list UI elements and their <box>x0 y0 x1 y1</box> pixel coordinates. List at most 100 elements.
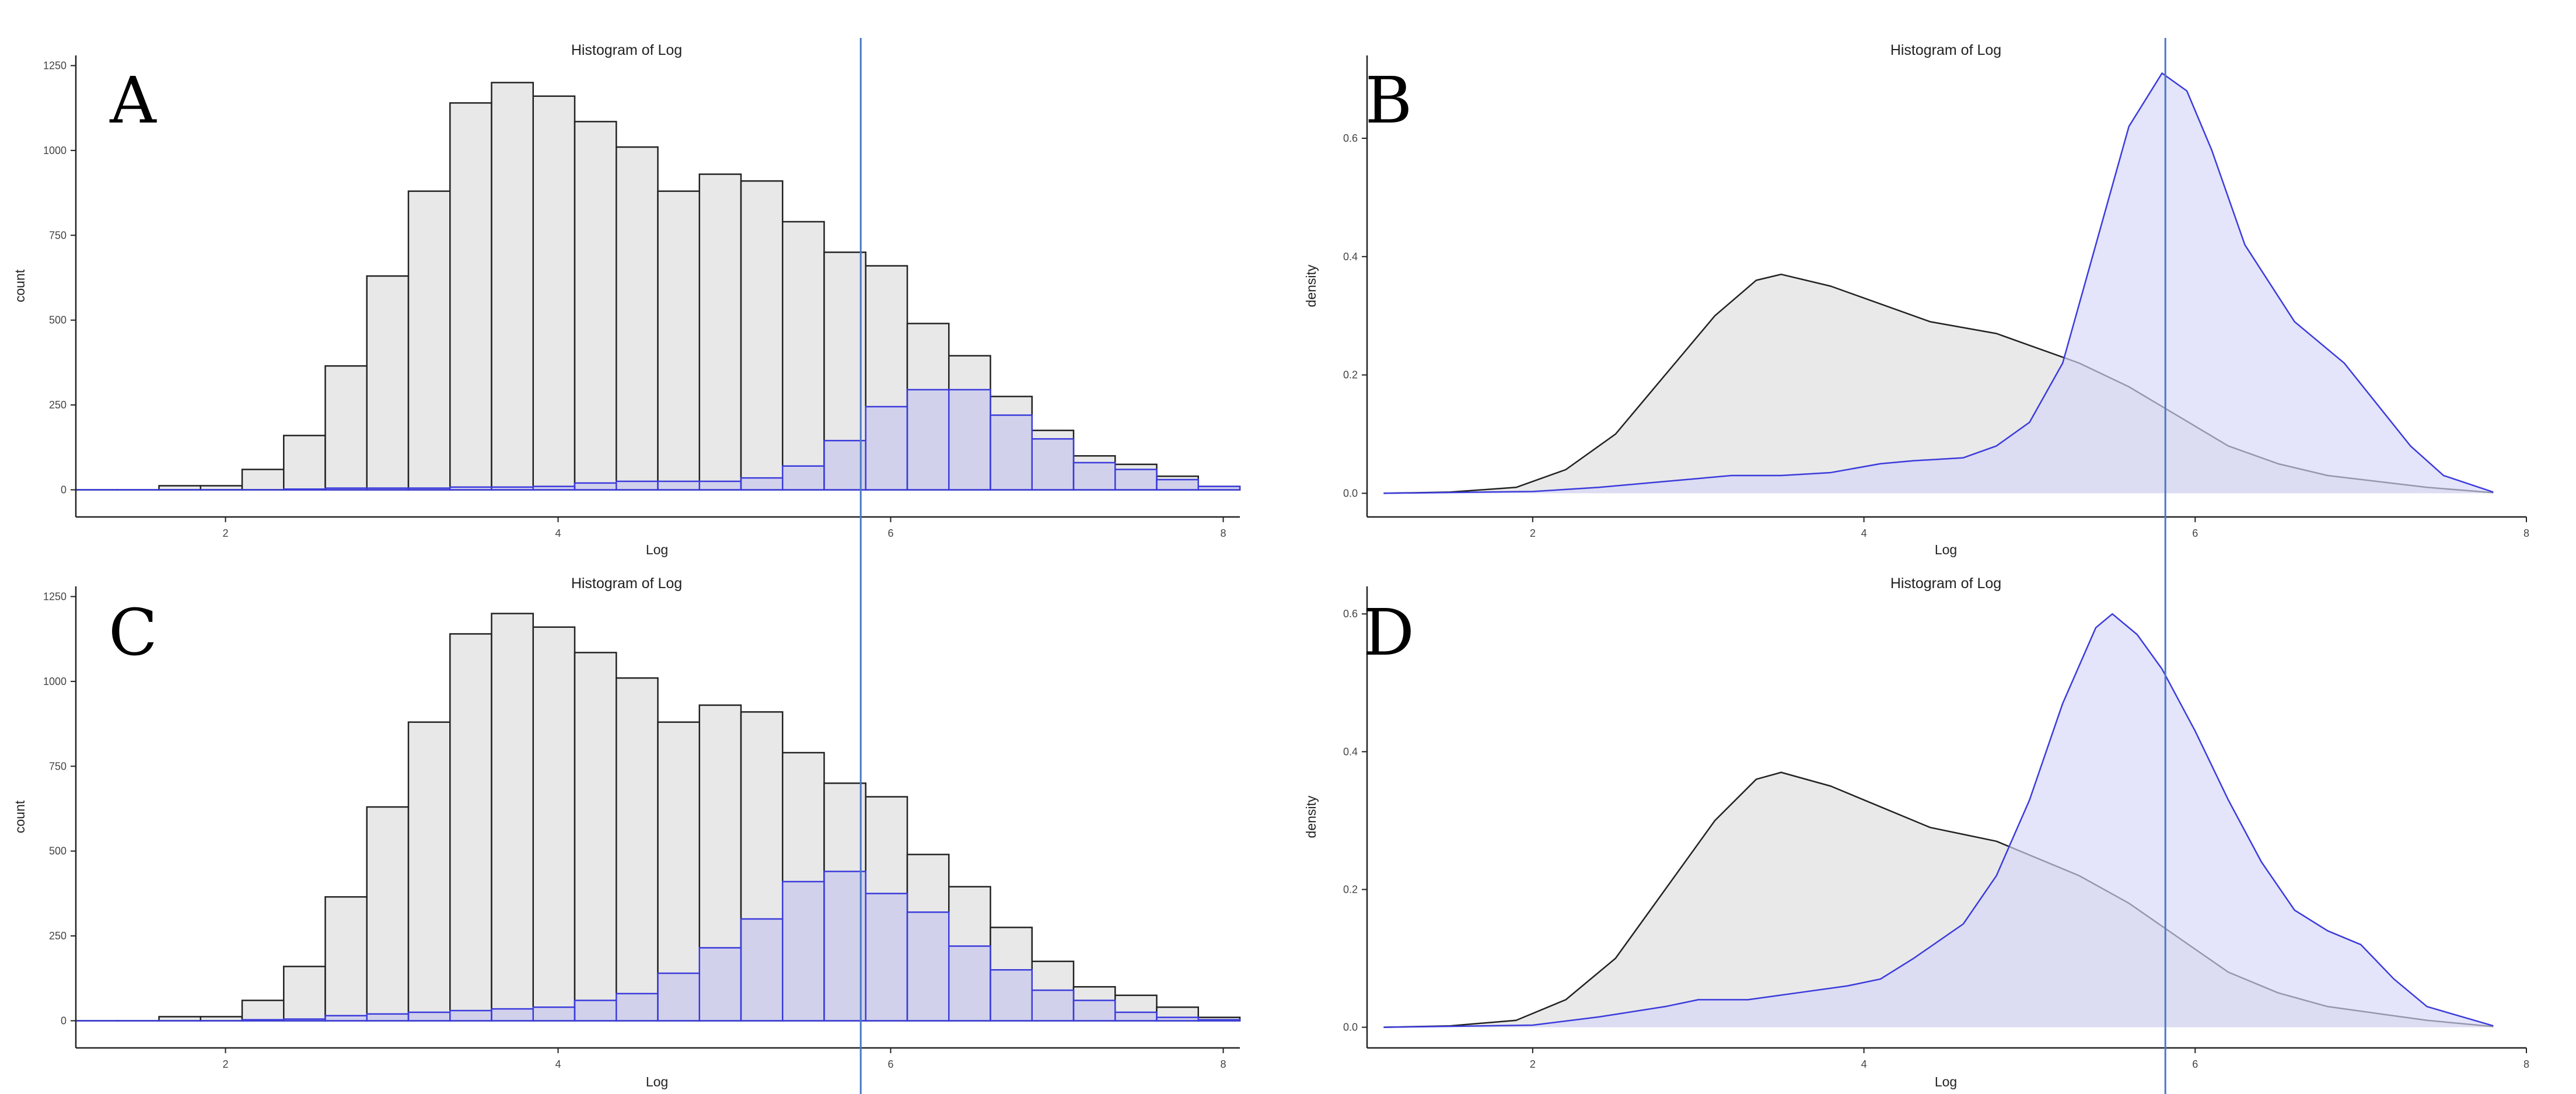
histogram-bar-all <box>283 966 326 1022</box>
histogram-bar-all <box>407 190 451 491</box>
y-axis-label: density <box>1303 795 1319 838</box>
histogram-bar-all <box>698 173 742 491</box>
series-subset <box>1383 72 2494 494</box>
histogram-bar-subset <box>532 1006 576 1022</box>
x-tick-label: 2 <box>222 1058 228 1070</box>
histogram-bar-subset <box>740 918 784 1022</box>
x-tick-label: 6 <box>2192 1058 2198 1070</box>
histogram-bar-all <box>241 469 285 491</box>
series-subset <box>75 871 1241 1022</box>
histogram-bar-subset <box>657 480 700 491</box>
histogram-bar-subset <box>574 999 617 1022</box>
chart-title: Histogram of Log <box>1890 575 2001 592</box>
x-axis-label: Log <box>1935 542 1957 557</box>
histogram-bar-all <box>574 652 617 1022</box>
histogram-bar-subset <box>449 1009 492 1022</box>
histogram-bar-subset <box>1031 989 1075 1022</box>
histogram-bar-subset <box>823 439 866 491</box>
chart-panel-b: Histogram of Log 2 4 6 8 0.0 0.2 0.4 0.6 Log densi… <box>1303 42 2529 557</box>
y-tick-label: 750 <box>49 760 67 772</box>
chart-title: Histogram of Log <box>571 42 682 58</box>
x-axis-label: Log <box>1935 1074 1957 1089</box>
histogram-bar-all <box>616 146 659 491</box>
histogram-bar-subset <box>698 480 742 491</box>
y-tick-label: 500 <box>49 845 67 857</box>
histogram-bar-all <box>532 95 576 491</box>
y-tick-label: 0.6 <box>1343 132 1358 144</box>
histogram-bar-all <box>241 999 285 1022</box>
histogram-bar-subset <box>324 487 368 491</box>
histogram-bar-all <box>491 613 534 1022</box>
chart-panel-a: Histogram of Log 2 4 6 8 0 250 500 750 1000 1250 Lo… <box>12 42 1241 557</box>
chart-panel-c: Histogram of Log 2 4 6 8 0 250 500 750 1000 1250 Lo… <box>12 575 1241 1089</box>
histogram-bar-subset <box>948 945 991 1022</box>
histogram-bar-subset <box>865 406 908 491</box>
chart-title: Histogram of Log <box>1890 42 2001 58</box>
histogram-bar-subset <box>865 893 908 1022</box>
histogram-bar-subset <box>1031 438 1075 491</box>
y-tick-label: 250 <box>49 930 67 942</box>
chart-title: Histogram of Log <box>571 575 682 592</box>
x-tick-label: 6 <box>887 1058 893 1070</box>
y-tick-label: 0.0 <box>1343 487 1358 499</box>
y-axis-label: count <box>12 800 27 833</box>
histogram-bar-subset <box>283 1018 326 1022</box>
x-axis-label: Log <box>646 1074 668 1089</box>
x-tick-label: 4 <box>555 527 561 539</box>
histogram-bar-subset <box>616 480 659 491</box>
histogram-bar-subset <box>491 486 534 491</box>
x-axis-label: Log <box>646 542 668 557</box>
histogram-bar-subset <box>366 487 410 491</box>
y-axis-label: count <box>12 269 27 302</box>
histogram-bar-all <box>407 721 451 1022</box>
histogram-bar-subset <box>616 992 659 1022</box>
y-tick-label: 0.2 <box>1343 883 1358 895</box>
histogram-bar-subset <box>990 414 1033 491</box>
density-area-subset <box>1383 614 2494 1027</box>
y-tick-label: 0.4 <box>1343 746 1358 757</box>
y-tick-label: 0.0 <box>1343 1022 1358 1033</box>
panel-letter: D <box>1363 595 1414 670</box>
histogram-bar-subset <box>782 880 825 1022</box>
histogram-bar-subset <box>491 1008 534 1022</box>
series-all <box>75 613 1241 1022</box>
histogram-bar-all <box>657 190 700 491</box>
panel-letter: B <box>1365 63 1413 138</box>
histogram-bar-all <box>740 180 784 491</box>
histogram-bar-subset <box>324 1015 368 1022</box>
histogram-bar-subset <box>698 947 742 1022</box>
histogram-bar-subset <box>283 488 326 491</box>
y-tick-label: 0.2 <box>1343 369 1358 381</box>
y-tick-label: 0.6 <box>1343 608 1358 620</box>
series-subset <box>1383 613 2494 1028</box>
histogram-bar-subset <box>449 486 492 491</box>
histogram-bar-all <box>366 275 410 491</box>
y-tick-label: 1000 <box>43 145 67 156</box>
x-tick-label: 4 <box>1861 1058 1867 1070</box>
x-tick-label: 6 <box>887 527 893 539</box>
histogram-bar-subset <box>574 482 617 491</box>
x-tick-label: 6 <box>2192 527 2198 539</box>
histogram-bar-subset <box>948 389 991 491</box>
chart-panel-d: Histogram of Log 2 4 6 8 0.0 0.2 0.4 0.6 Log densi… <box>1303 575 2529 1089</box>
histogram-bar-subset <box>407 487 451 491</box>
panel-letter: A <box>109 63 157 138</box>
y-tick-label: 0.4 <box>1343 251 1358 263</box>
histogram-bar-all <box>532 626 576 1022</box>
x-tick-label: 8 <box>1220 1058 1226 1070</box>
histogram-bar-subset <box>782 465 825 491</box>
histogram-bar-subset <box>657 972 700 1022</box>
histogram-bar-subset <box>823 871 866 1022</box>
histogram-bar-subset <box>1197 485 1241 491</box>
histogram-bar-subset <box>1114 1011 1158 1022</box>
histogram-bar-all <box>324 896 368 1022</box>
y-tick-label: 1250 <box>43 60 67 71</box>
histogram-bar-subset <box>407 1011 451 1022</box>
density-line-subset <box>1383 613 2494 1028</box>
histogram-bar-all <box>574 121 617 491</box>
histogram-bar-subset <box>532 485 576 491</box>
histogram-bar-subset <box>241 1019 285 1022</box>
histogram-bar-subset <box>990 969 1033 1022</box>
x-tick-label: 2 <box>1530 527 1536 539</box>
